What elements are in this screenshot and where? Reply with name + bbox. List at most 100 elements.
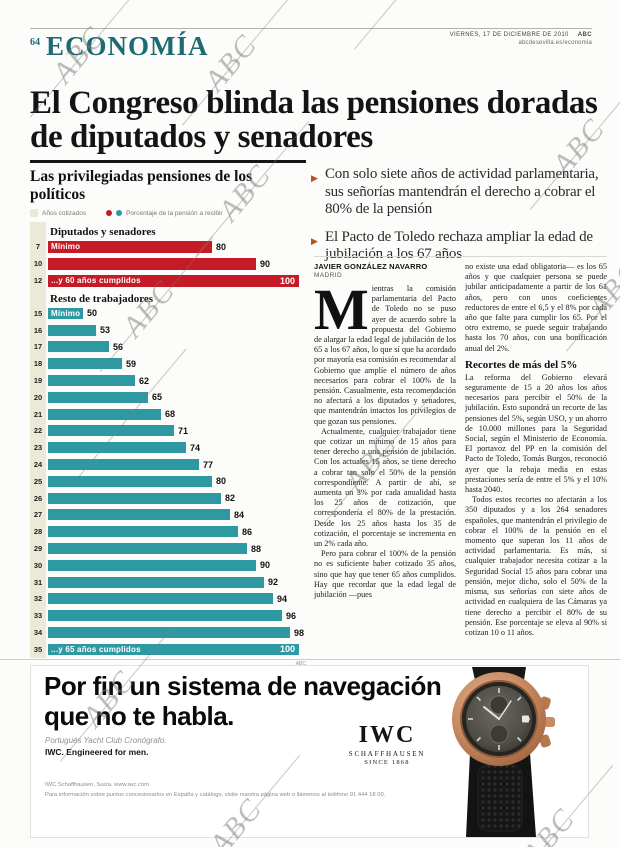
masthead-rule: [30, 28, 592, 29]
bar-value: 92: [268, 577, 279, 588]
chart-bar-row: 20 65: [30, 388, 306, 406]
years-cotizados-label: 22: [30, 422, 46, 440]
article-paragraph: Todos estos recortes no afectarán a los …: [465, 495, 607, 637]
main-headline: El Congreso blinda las pensiones doradas…: [30, 85, 598, 155]
pension-bar: [48, 375, 135, 387]
years-cotizados-label: 17: [30, 338, 46, 356]
years-cotizados-label: 33: [30, 607, 46, 625]
bar-value: 68: [165, 409, 176, 420]
chart-section-header: Diputados y senadores: [30, 222, 306, 238]
ad-headline: Por fin un sistema de navegación que no …: [44, 671, 442, 731]
bar-value: 74: [190, 442, 201, 453]
chart-title: Las privilegiadas pensiones de los polít…: [30, 168, 253, 203]
chart-credit: ABC: [295, 660, 306, 667]
pension-bar: [48, 391, 148, 403]
pension-bar: [48, 559, 256, 571]
iwc-logo: IWC SCHAFFHAUSEN SINCE 1868: [327, 722, 447, 766]
years-cotizados-label: 16: [30, 321, 46, 339]
years-cotizados-label: 12: [30, 272, 46, 289]
bar-value: 56: [113, 341, 124, 352]
years-cotizados-label: 31: [30, 573, 46, 591]
iwc-logo-sub1: SCHAFFHAUSEN: [348, 750, 426, 758]
pension-bar: [48, 341, 109, 353]
bar-value: 88: [251, 543, 262, 554]
years-cotizados-label: 32: [30, 590, 46, 608]
pension-bar: ...y 65 años cumplidos 100: [48, 643, 299, 655]
article-col2-blocks: no existe una edad obligatoria— es los 6…: [465, 262, 607, 638]
bar-value: 77: [203, 459, 214, 470]
years-cotizados-label: 30: [30, 556, 46, 574]
chart-bar-row: 28 86: [30, 523, 306, 541]
drop-cap: M: [314, 277, 369, 342]
years-cotizados-label: 7: [30, 238, 46, 255]
byline-city: MADRID: [314, 272, 343, 279]
chart-bar-row: 25 80: [30, 472, 306, 490]
bullet-list: ▶ Con solo siete años de actividad parlam…: [311, 166, 609, 274]
bar-value: 82: [225, 493, 236, 504]
bar-value: 90: [260, 560, 271, 571]
pension-bar: [48, 593, 273, 605]
dateline: VIERNES, 17 DE DICIEMBRE DE 2010: [449, 32, 569, 38]
chart-bar-row: 26 82: [30, 489, 306, 507]
chart-bar-row: 17 56: [30, 338, 306, 356]
years-cotizados-label: 35: [30, 640, 46, 658]
bullet-item: ▶ El Pacto de Toledo rechaza ampliar la e…: [311, 229, 609, 264]
bar-value: 98: [294, 627, 305, 638]
years-cotizados-label: 24: [30, 456, 46, 473]
bar-value: 65: [152, 392, 163, 403]
pension-bar: [48, 526, 238, 538]
chart-rows: Diputados y senadores 7 Mínimo 80 10 90 12 ...y…: [30, 222, 306, 658]
chart-bar-row: 19 62: [30, 372, 306, 389]
years-cotizados-label: 34: [30, 624, 46, 641]
years-cotizados-label: 26: [30, 489, 46, 507]
years-cotizados-label: 15: [30, 305, 46, 322]
pension-bar: [48, 492, 221, 504]
legend-years-swatch-icon: [30, 209, 38, 217]
years-strip-cell: [30, 222, 46, 238]
ad-headline-line2: que no te habla.: [44, 701, 234, 731]
pension-bar: [48, 425, 174, 437]
bar-label: Mínimo: [51, 308, 81, 318]
pension-bar: [48, 509, 230, 521]
bullet-item: ▶ Con solo siete años de actividad parlam…: [311, 166, 609, 219]
years-cotizados-label: 29: [30, 540, 46, 557]
pension-bar: Mínimo: [48, 240, 212, 253]
bar-value: 86: [242, 526, 253, 537]
chart-bar-row: 18 59: [30, 355, 306, 373]
chart-bar-row: 21 68: [30, 405, 306, 423]
years-cotizados-label: 10: [30, 255, 46, 272]
chart-bar-row: 15 Mínimo 50: [30, 305, 306, 322]
pension-bar: [48, 324, 96, 336]
brand-label: ABC: [577, 32, 592, 38]
chart-bar-row: 35 ...y 65 años cumplidos 100: [30, 640, 306, 658]
pension-bar: [48, 543, 247, 555]
chart-section-label: Resto de trabajadores: [50, 293, 154, 305]
bar-value: 71: [178, 425, 189, 436]
legend-pct-label: Porcentaje de la pensión a recibir: [126, 209, 223, 217]
pensions-chart: Las privilegiadas pensiones de los polít…: [30, 160, 306, 667]
ad-fineprint-line1: IWC Schaffhausen, Suiza. www.iwc.com: [45, 782, 149, 788]
chart-top-rule: [30, 160, 306, 163]
bullet-text: Con solo siete años de actividad parlame…: [325, 166, 599, 217]
ad-fineprint: IWC Schaffhausen, Suiza. www.iwc.com Par…: [45, 782, 385, 799]
legend-years-label: Años cotizados: [42, 209, 87, 217]
chart-bar-row: 34 98: [30, 624, 306, 641]
bullet-text: El Pacto de Toledo rechaza ampliar la ed…: [325, 228, 593, 263]
pension-bar: [48, 358, 122, 370]
chart-bar-row: 32 94: [30, 590, 306, 608]
chart-bar-row: 16 53: [30, 321, 306, 339]
chart-bar-row: 12 ...y 60 años cumplidos 100: [30, 272, 306, 289]
byline-author: JAVIER GONZÁLEZ NAVARRO: [314, 262, 428, 271]
pension-bar: [48, 610, 282, 622]
iwc-advertisement: Por fin un sistema de navegación que no …: [30, 665, 589, 838]
bar-value: 53: [100, 325, 111, 336]
chart-bar-row: 24 77: [30, 456, 306, 473]
years-cotizados-label: 28: [30, 523, 46, 541]
pension-bar: Mínimo: [48, 307, 83, 319]
pension-bar: [48, 627, 290, 639]
pension-bar: ...y 60 años cumplidos 100: [48, 274, 299, 287]
